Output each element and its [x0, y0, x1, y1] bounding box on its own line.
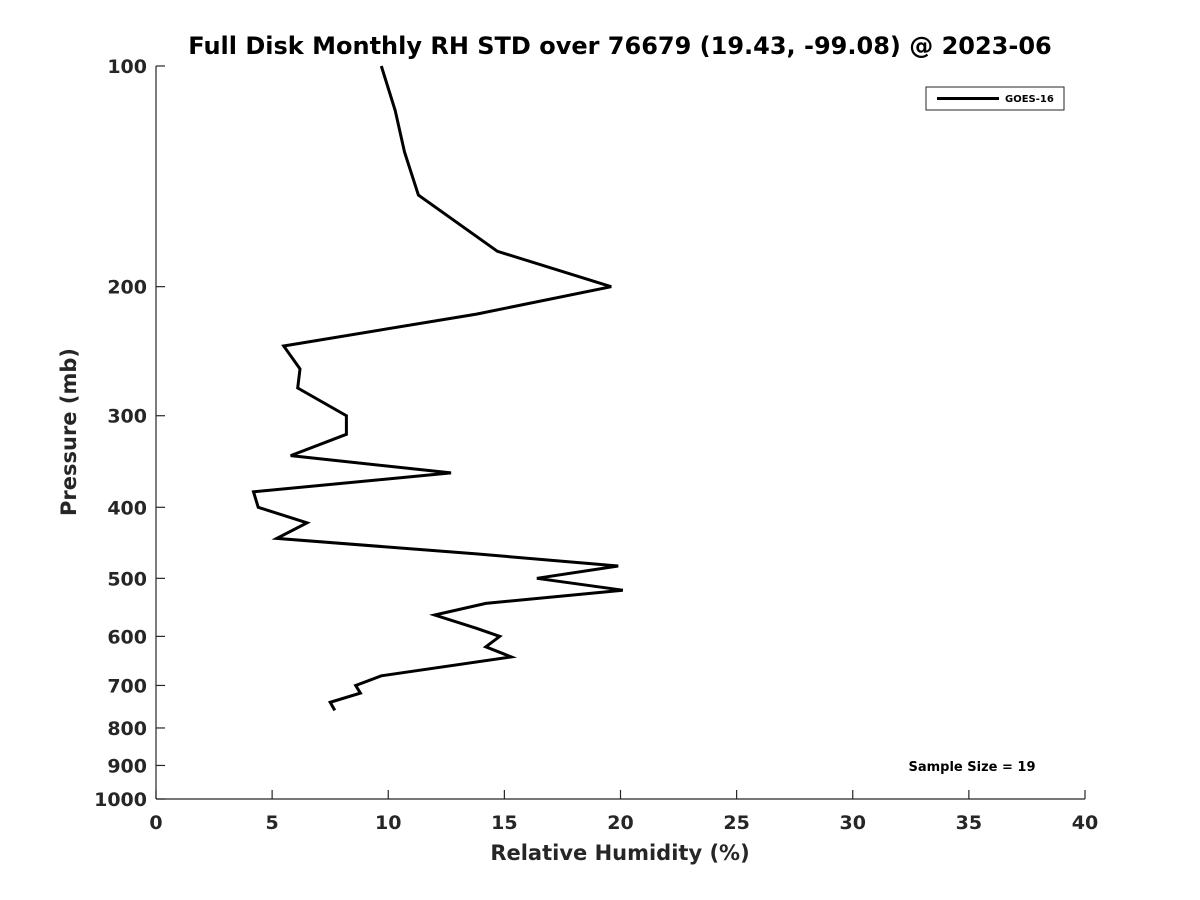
x-axis-label: Relative Humidity (%)	[490, 841, 749, 865]
y-tick-label: 400	[107, 497, 147, 519]
y-tick-label: 1000	[94, 789, 147, 811]
series-layer	[251, 65, 624, 712]
y-tick-label: 800	[107, 718, 147, 740]
legend-label-goes16: GOES-16	[1005, 94, 1054, 105]
x-tick-label: 10	[375, 812, 401, 834]
y-tick-label: 600	[107, 626, 147, 648]
x-tick-label: 5	[266, 812, 279, 834]
x-ticks: 0 5 10 15 20 25 30 35 40	[149, 790, 1098, 834]
y-tick-label: 500	[107, 568, 147, 590]
sample-size-annotation: Sample Size = 19	[908, 760, 1035, 775]
y-ticks: 100 200 300 400 500 600 700 800 900 1000	[94, 56, 165, 811]
x-tick-label: 15	[491, 812, 517, 834]
y-tick-label: 300	[107, 406, 147, 428]
x-tick-label: 20	[607, 812, 633, 834]
y-tick-label: 200	[107, 277, 147, 299]
chart-title: Full Disk Monthly RH STD over 76679 (19.…	[188, 32, 1051, 60]
x-tick-label: 25	[723, 812, 749, 834]
x-tick-label: 0	[149, 812, 162, 834]
x-tick-label: 35	[956, 812, 982, 834]
y-tick-label: 100	[107, 56, 147, 78]
legend: GOES-16	[925, 86, 1065, 111]
y-axis-label: Pressure (mb)	[57, 348, 81, 516]
y-tick-label: 900	[107, 755, 147, 777]
x-tick-label: 30	[840, 812, 866, 834]
y-tick-label: 700	[107, 675, 147, 697]
x-tick-label: 40	[1072, 812, 1098, 834]
